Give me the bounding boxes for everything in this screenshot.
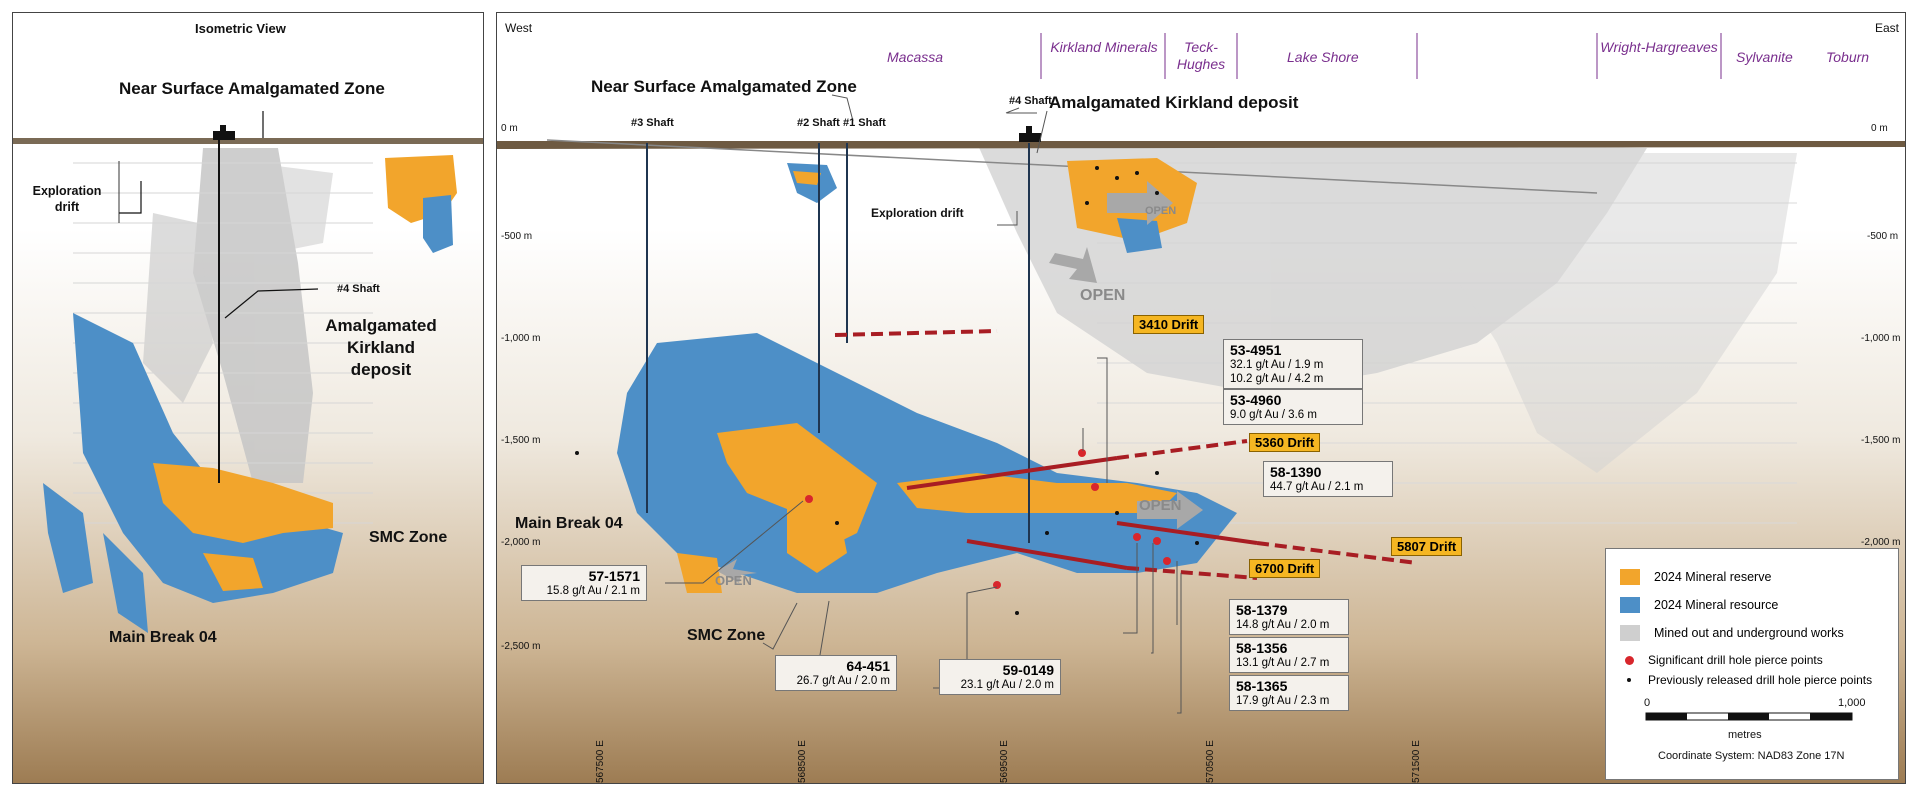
- property-teck-hughes: Teck-Hughes: [1176, 39, 1226, 72]
- isometric-drawing: [13, 111, 483, 633]
- main-break-label: Main Break 04: [515, 515, 623, 532]
- open-label-1: OPEN: [1145, 205, 1177, 217]
- shaft4-label: #4 Shaft: [337, 283, 380, 295]
- legend-resource: 2024 Mineral resource: [1620, 597, 1778, 613]
- isometric-view-panel: Isometric View Near Surface Amalgamated …: [12, 12, 484, 784]
- easting-569500: 569500 E: [999, 740, 1010, 783]
- callout-53-4951: 53-4951 32.1 g/t Au / 1.9 m 10.2 g/t Au …: [1223, 339, 1363, 389]
- previous-dot-icon: [1627, 678, 1631, 682]
- depth-left-500: -500 m: [501, 231, 533, 242]
- west-label: West: [505, 21, 533, 35]
- depth-left-1500: -1,500 m: [501, 435, 541, 446]
- scale-start: 0: [1644, 697, 1651, 709]
- depth-right-500: -500 m: [1867, 231, 1899, 242]
- open-label-4: OPEN: [715, 573, 752, 588]
- drift-5807-label: 5807 Drift: [1391, 537, 1463, 556]
- shaft3-label: #3 Shaft: [631, 117, 674, 129]
- depth-right-1000: -1,000 m: [1861, 333, 1901, 344]
- open-label-3: OPEN: [1139, 497, 1182, 514]
- amalgamated-label: Amalgamated Kirkland deposit: [325, 316, 437, 379]
- depth-right-0: 0 m: [1871, 123, 1888, 134]
- shaft1-label: #1 Shaft: [843, 117, 886, 129]
- easting-567500: 567500 E: [595, 740, 606, 783]
- resource-swatch: [1620, 597, 1640, 613]
- property-wright-hargreaves: Wright-Hargreaves: [1600, 39, 1718, 55]
- legend-reserve: 2024 Mineral reserve: [1620, 569, 1771, 585]
- scale-bar: [1645, 712, 1853, 721]
- callout-58-1379: 58-1379 14.8 g/t Au / 2.0 m: [1229, 599, 1349, 635]
- easting-571500: 571500 E: [1411, 740, 1422, 783]
- property-sylvanite: Sylvanite: [1736, 49, 1793, 65]
- shaft2-label: #2 Shaft: [797, 117, 840, 129]
- isometric-view-title: Isometric View: [195, 21, 286, 36]
- near-surface-label: Near Surface Amalgamated Zone: [119, 79, 385, 98]
- legend-mined: Mined out and underground works: [1620, 625, 1844, 641]
- smc-zone-label: SMC Zone: [687, 627, 766, 644]
- depth-right-2000: -2,000 m: [1861, 537, 1901, 548]
- property-toburn: Toburn: [1826, 49, 1870, 65]
- depth-left-2000: -2,000 m: [501, 537, 541, 548]
- east-label: East: [1875, 21, 1900, 35]
- significant-dot-icon: [1625, 655, 1634, 665]
- callout-64-451: 64-451 26.7 g/t Au / 2.0 m: [775, 655, 897, 691]
- property-kirkland-minerals: Kirkland Minerals: [1050, 39, 1158, 55]
- callout-58-1356: 58-1356 13.1 g/t Au / 2.7 m: [1229, 637, 1349, 673]
- drift-5360-label: 5360 Drift: [1249, 433, 1321, 452]
- depth-left-2500: -2,500 m: [501, 641, 541, 652]
- shaft4-label: #4 Shaft: [1009, 95, 1052, 107]
- mined-swatch: [1620, 625, 1640, 641]
- amalgamated-label: Amalgamated Kirkland deposit: [1049, 93, 1299, 112]
- main-break-label: Main Break 04: [109, 629, 217, 646]
- smc-zone-label: SMC Zone: [369, 529, 448, 546]
- callout-58-1390: 58-1390 44.7 g/t Au / 2.1 m: [1263, 461, 1393, 497]
- open-label-2: OPEN: [1080, 287, 1126, 304]
- near-surface-label: Near Surface Amalgamated Zone: [591, 77, 857, 96]
- drift-6700-label: 6700 Drift: [1249, 559, 1321, 578]
- callout-53-4960: 53-4960 9.0 g/t Au / 3.6 m: [1223, 389, 1363, 425]
- property-lake-shore: Lake Shore: [1287, 49, 1359, 65]
- coordinate-system: Coordinate System: NAD83 Zone 17N: [1658, 750, 1845, 762]
- legend-significant: Significant drill hole pierce points: [1620, 653, 1823, 667]
- callout-57-1571: 57-1571 15.8 g/t Au / 2.1 m: [521, 565, 647, 601]
- legend-previous: Previously released drill hole pierce po…: [1620, 673, 1872, 687]
- scale-unit: metres: [1728, 729, 1762, 741]
- legend: 2024 Mineral reserve 2024 Mineral resour…: [1605, 548, 1899, 780]
- depth-left-0: 0 m: [501, 123, 518, 134]
- easting-568500: 568500 E: [797, 740, 808, 783]
- depth-right-1500: -1,500 m: [1861, 435, 1901, 446]
- callout-58-1365: 58-1365 17.9 g/t Au / 2.3 m: [1229, 675, 1349, 711]
- scale-end: 1,000: [1838, 697, 1866, 709]
- exploration-drift-label: Exploration drift: [32, 184, 102, 214]
- callout-59-0149: 59-0149 23.1 g/t Au / 2.0 m: [939, 659, 1061, 695]
- drift-3410-label: 3410 Drift: [1133, 315, 1205, 334]
- exploration-drift-label: Exploration drift: [871, 206, 964, 220]
- reserve-swatch: [1620, 569, 1640, 585]
- easting-570500: 570500 E: [1205, 740, 1216, 783]
- long-section-panel: West East Macassa Kirkland Minerals Teck…: [496, 12, 1906, 784]
- property-macassa: Macassa: [887, 49, 944, 65]
- depth-left-1000: -1,000 m: [501, 333, 541, 344]
